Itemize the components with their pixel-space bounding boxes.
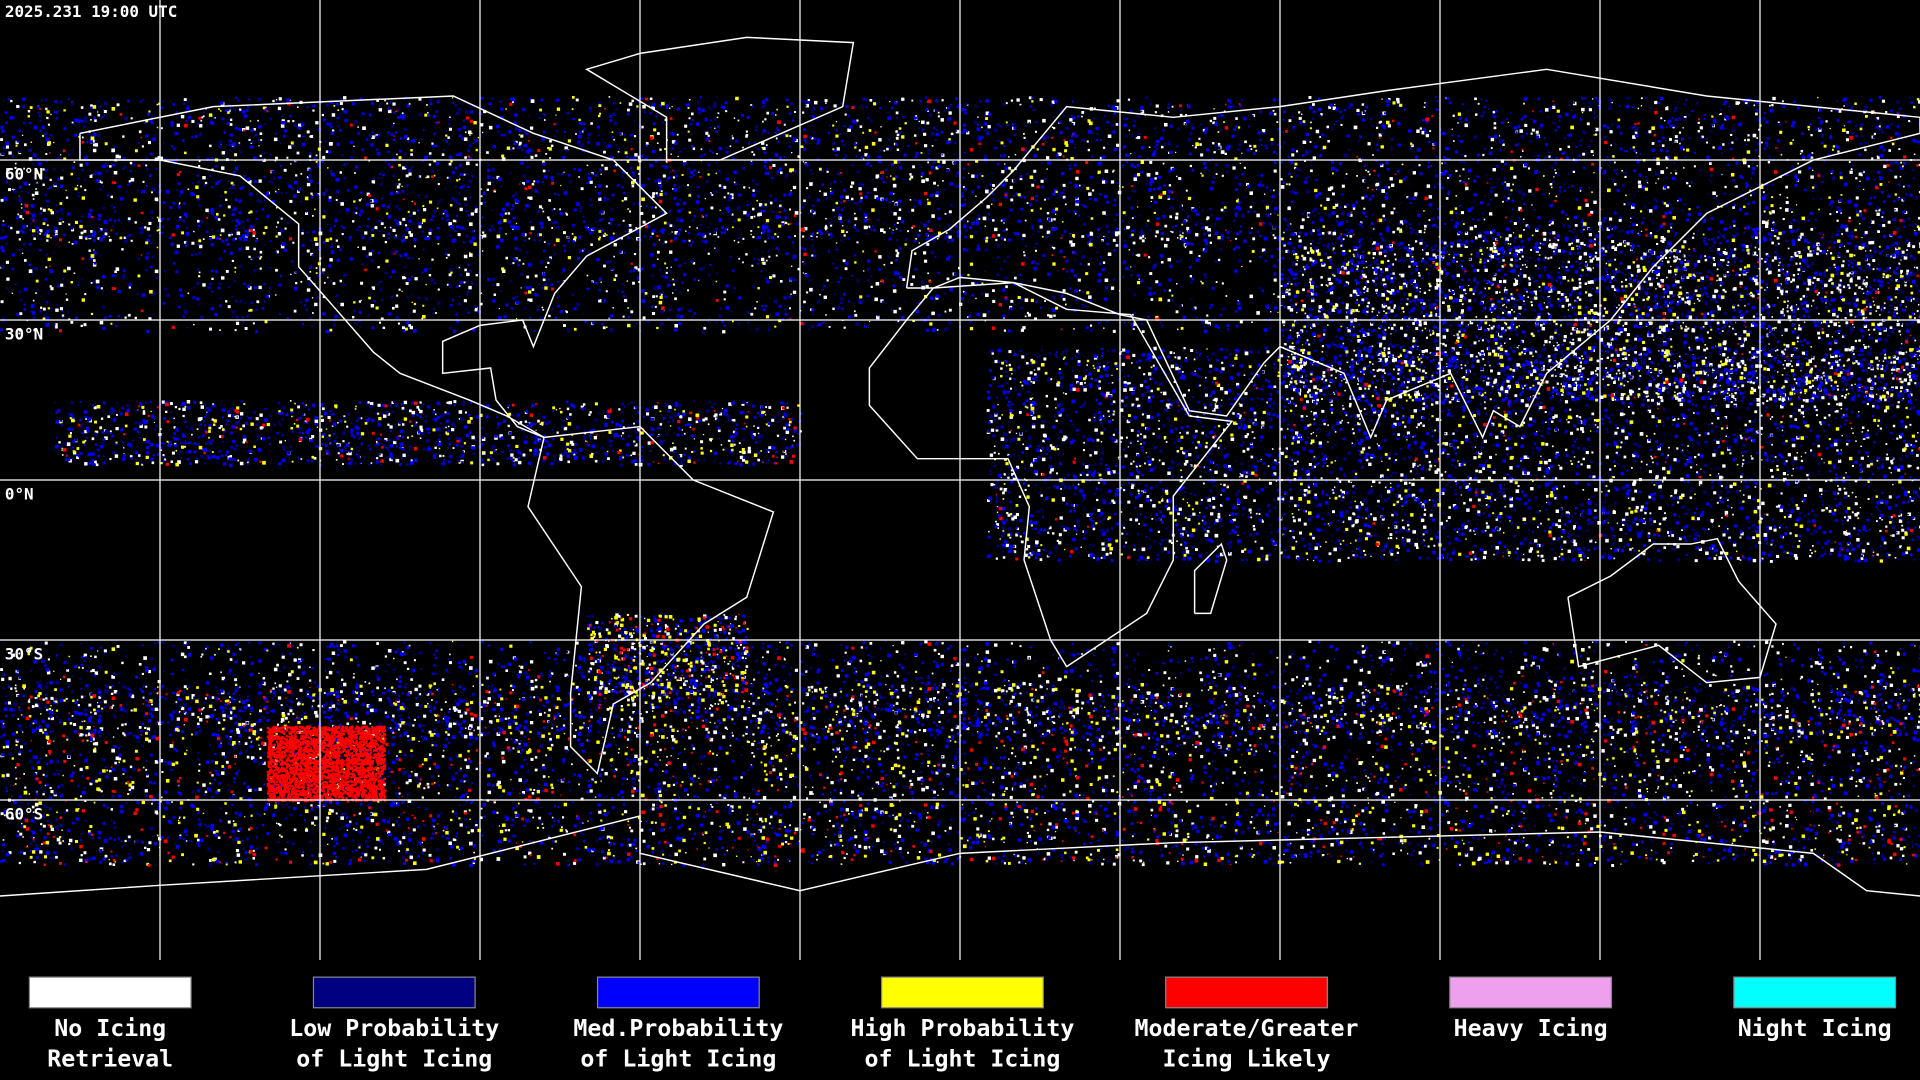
legend-label: Retrieval (47, 1046, 173, 1073)
coastline (868, 281, 1234, 668)
coastline (1567, 537, 1777, 684)
lat-label: 60°S (5, 805, 43, 824)
timestamp: 2025.231 19:00 UTC (5, 2, 177, 21)
legend-swatch (28, 976, 192, 1009)
legend-label: of Light Icing (296, 1046, 492, 1073)
lat-label: 60°N (5, 165, 43, 184)
legend-label: Icing Likely (1163, 1046, 1331, 1073)
coastline (905, 68, 1920, 440)
graticule (0, 0, 1920, 960)
legend-swatch (1449, 976, 1613, 1009)
legend-label: Moderate/Greater (1135, 1015, 1359, 1042)
legend-swatch (312, 976, 476, 1009)
legend-swatch (1733, 976, 1897, 1009)
legend-swatch (596, 976, 760, 1009)
lat-labels: 60°N 30°N 0°N 30°S 60°S (5, 165, 43, 824)
coastline (1193, 542, 1228, 615)
legend-label: No Icing (54, 1015, 166, 1042)
legend-swatch (1165, 976, 1328, 1009)
legend-label: Night Icing (1738, 1015, 1892, 1042)
lat-label: 30°N (5, 325, 43, 344)
legend-label: of Light Icing (580, 1046, 776, 1073)
legend-label: Low Probability (289, 1015, 499, 1042)
legend-label: Heavy Icing (1454, 1015, 1608, 1042)
legend-label: Med.Probability (573, 1015, 783, 1042)
legend-label: High Probability (850, 1015, 1074, 1042)
lat-label: 30°S (5, 645, 43, 664)
legend-label: of Light Icing (864, 1046, 1060, 1073)
legend-swatch (881, 976, 1044, 1009)
coastline (527, 425, 775, 775)
lat-label: 0°N (5, 485, 34, 504)
legend: No Icing Retrieval Low Probability of Light… (28, 976, 1897, 1073)
